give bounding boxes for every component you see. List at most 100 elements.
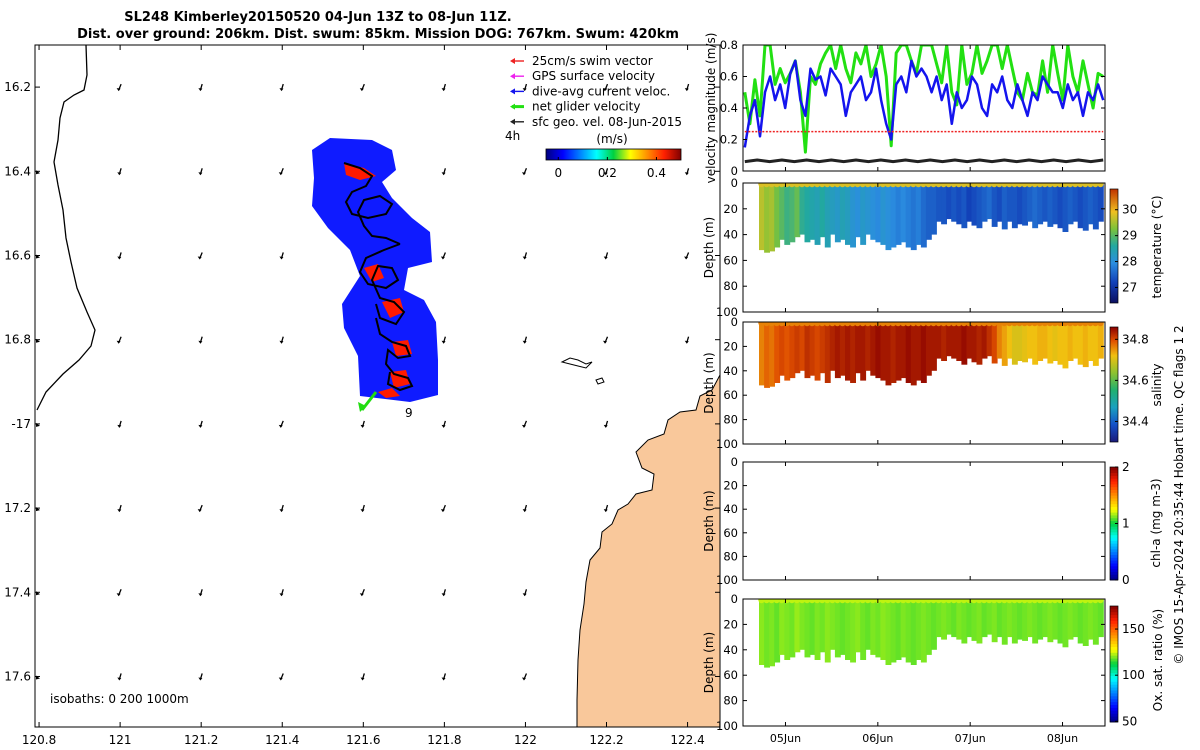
salinity-profile-column [855, 322, 861, 374]
oxygen-surface-point [763, 599, 770, 604]
chlorophyll-colorbar-tick-label: 2 [1122, 460, 1130, 474]
temperature-colorbar-tick-label: 27 [1122, 280, 1137, 294]
oxygen-surface-point [1092, 599, 1099, 604]
temperature-profile-column [1097, 183, 1104, 222]
temperature-profile-column [809, 183, 816, 240]
oxygen-profile-column [834, 599, 841, 658]
salinity-profile-column [1092, 322, 1099, 366]
temperature-profile-column [966, 183, 973, 222]
oxygen-colorbar-segment [1110, 623, 1118, 627]
oxygen-profile-column [870, 599, 877, 655]
salinity-surface-point [1087, 322, 1094, 327]
oxygen-surface-point [814, 599, 821, 604]
current-arrowhead [522, 340, 527, 344]
glider-track-loop [375, 317, 414, 392]
temperature-profile-column [850, 183, 856, 248]
salinity-surface-point [864, 322, 871, 327]
temperature-surface-point [884, 183, 892, 188]
temperature-profile-column [855, 183, 861, 238]
oxygen-profile-column [981, 599, 988, 638]
oxygen-profile-column [1077, 599, 1084, 644]
oxygen-colorbar-segment [1110, 672, 1118, 676]
salinity-profile-column [1017, 322, 1023, 361]
salinity-profile-column [829, 322, 836, 371]
salinity-colorbar-label: salinity [1150, 363, 1164, 406]
temperature-surface-point [1011, 183, 1018, 188]
temperature-y-tick-label: 40 [723, 228, 738, 242]
oxygen-profile-column [1057, 599, 1064, 644]
legend-label: dive-avg current veloc. [532, 84, 670, 98]
salinity-surface-point [839, 322, 846, 327]
salinity-surface-point [1066, 322, 1074, 327]
island-outline [595, 377, 605, 385]
oxygen-surface-point [884, 599, 892, 604]
chlorophyll-frame [742, 461, 1106, 581]
current-arrowhead [522, 88, 527, 92]
oxygen-profile-column [809, 599, 816, 655]
oxygen-surface-point [808, 599, 816, 604]
temperature-profile-column [996, 183, 1003, 222]
oxygen-ylabel: Depth (m) [702, 632, 716, 693]
temperature-surface-point [1092, 183, 1099, 188]
map-frame [34, 44, 721, 728]
chlorophyll-colorbar-segment [1110, 503, 1118, 507]
oxygen-surface-point [991, 599, 998, 604]
salinity-surface-point [829, 322, 836, 327]
current-arrowhead [117, 256, 122, 260]
oxygen-profile-column [1087, 599, 1094, 640]
temperature-profile-column [986, 183, 993, 220]
time-tick-label: 05Jun [770, 732, 801, 745]
oxygen-profile-column [779, 599, 786, 655]
salinity-surface-point [960, 322, 968, 327]
chlorophyll-colorbar-segment [1110, 546, 1118, 550]
temperature-profile-column [779, 183, 786, 240]
oxygen-y-tick-label: 60 [723, 668, 738, 682]
temperature-surface-point [829, 183, 836, 188]
oxygen-colorbar-segment [1110, 658, 1118, 662]
salinity-profile-column [850, 322, 856, 383]
temperature-surface-point [935, 183, 942, 188]
oxygen-y-tick-label: 40 [723, 643, 738, 657]
temperature-surface-point [869, 183, 876, 188]
salinity-surface-point [1082, 322, 1089, 327]
salinity-profile-column [956, 322, 963, 361]
salinity-profile-column [799, 322, 806, 371]
oxygen-profile-column [1097, 599, 1104, 638]
oxygen-profile-column [799, 599, 806, 650]
oxygen-surface-point [930, 599, 937, 604]
temperature-surface-point [920, 183, 927, 188]
temperature-surface-point [945, 183, 952, 188]
temperature-surface-point [864, 183, 871, 188]
map-x-tick-label: 121.8 [427, 733, 461, 747]
temperature-surface-point [930, 183, 937, 188]
current-arrowhead [603, 172, 608, 176]
isobaths-label: isobaths: 0 200 1000m [50, 692, 189, 706]
chlorophyll-colorbar-segment [1110, 483, 1118, 488]
velocity-series-line [744, 158, 1104, 164]
current-arrowhead [684, 340, 689, 344]
chlorophyll-colorbar-segment [1110, 506, 1118, 510]
current-arrowhead [440, 509, 445, 513]
oxygen-profile-column [1067, 599, 1074, 640]
chlorophyll-colorbar-segment [1110, 500, 1118, 505]
salinity-y-tick-label: 60 [723, 388, 738, 402]
chlorophyll-colorbar-segment [1110, 523, 1118, 527]
oxygen-colorbar-segment [1110, 646, 1118, 650]
oxygen-surface-point [1061, 599, 1069, 604]
oxygen-colorbar-segment [1110, 664, 1118, 668]
current-arrowhead [441, 677, 446, 681]
oxygen-surface-point [803, 599, 811, 604]
oxygen-profile-column [905, 599, 912, 663]
map-x-tick-label: 121.6 [346, 733, 380, 747]
temperature-profile-column [819, 183, 826, 238]
current-arrowhead [116, 593, 121, 597]
salinity-surface-point [1041, 322, 1048, 327]
salinity-colorbar-tick-label: 34.6 [1122, 373, 1149, 387]
oxygen-surface-point [1006, 599, 1013, 604]
glider-track-loop [343, 162, 401, 245]
chlorophyll-plot-area [743, 462, 1105, 580]
oxygen-surface-point [1041, 599, 1048, 604]
oxygen-profile-column [794, 599, 801, 653]
oxygen-colorbar-segment [1110, 629, 1118, 633]
